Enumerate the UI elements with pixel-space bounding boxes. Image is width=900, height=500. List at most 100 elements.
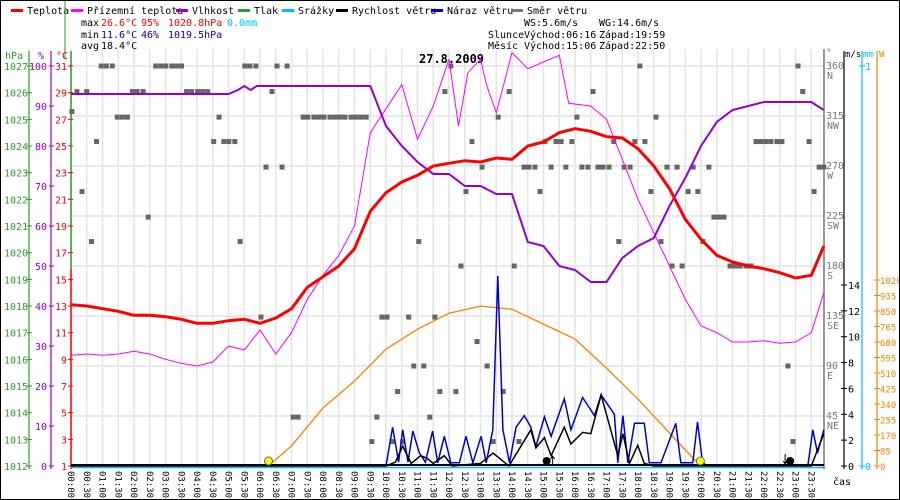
- pressure-tick-label: 1015: [4, 382, 28, 393]
- time-tick-label: 02:30: [144, 471, 154, 498]
- wind-direction-point: [516, 439, 522, 445]
- wind-direction-point: [553, 139, 559, 145]
- humidity-tick-label: 10: [35, 422, 47, 433]
- time-tick-label: 07:00: [286, 471, 296, 498]
- wind-direction-point: [274, 63, 280, 69]
- wind-direction-point: [537, 189, 543, 195]
- wind-direction-point: [727, 263, 733, 269]
- time-tick-label: 06:30: [270, 471, 280, 498]
- time-tick-label: 11:00: [412, 471, 422, 498]
- time-tick-label: 17:00: [601, 471, 611, 498]
- wind-direction-point: [332, 114, 338, 120]
- solar-radiation-line: [268, 305, 701, 467]
- pressure-tick-label: 1016: [4, 355, 28, 366]
- wind-direction-point: [526, 164, 532, 170]
- time-tick-label: 09:00: [349, 471, 359, 498]
- pressure-tick-label: 1018: [4, 302, 28, 313]
- wind-direction-point: [321, 114, 327, 120]
- wind-direction-point: [800, 89, 806, 95]
- direction-tick-label: 135: [826, 311, 844, 322]
- sun-marker-icon: [264, 456, 274, 466]
- wind-direction-point: [669, 263, 675, 269]
- time-tick-label: 05:00: [223, 471, 233, 498]
- time-tick-label: 09:30: [364, 471, 374, 498]
- humidity-tick-label: 30: [35, 342, 47, 353]
- direction-compass-label: E: [827, 371, 833, 382]
- wind-direction-point: [721, 214, 727, 220]
- time-tick-label: 01:30: [112, 471, 122, 498]
- temperature-tick-label: 21: [55, 195, 67, 206]
- pressure-tick-label: 1024: [4, 142, 28, 153]
- wind-direction-point: [316, 114, 322, 120]
- wind-direction-point: [706, 164, 712, 170]
- temperature-tick-label: 7: [61, 382, 67, 393]
- x-axis-title: čas: [833, 476, 851, 488]
- wind-direction-point: [400, 439, 406, 445]
- humidity-tick-label: 40: [35, 302, 47, 313]
- solar-tick-label: 170: [880, 432, 896, 442]
- wind-direction-point: [389, 439, 395, 445]
- wind-direction-point: [758, 139, 764, 145]
- wind-direction-point: [253, 63, 259, 69]
- time-tick-label: 04:30: [207, 471, 217, 498]
- stat-sun-label: Slunce: [488, 30, 524, 41]
- wind-direction-point: [284, 63, 290, 69]
- stat-avg-label: avg: [81, 41, 99, 52]
- wind-direction-point: [532, 164, 538, 170]
- wind-direction-point: [184, 89, 190, 95]
- direction-compass-label: S: [827, 271, 833, 282]
- wind-direction-point: [690, 164, 696, 170]
- stat-sunrise: Východ:06:16: [524, 29, 596, 41]
- wind-direction-point: [200, 89, 206, 95]
- wind-direction-point: [124, 114, 130, 120]
- temperature-tick-label: 29: [55, 89, 67, 100]
- wind-direction-point: [427, 414, 433, 420]
- pressure-tick-label: 1022: [4, 195, 28, 206]
- pressure-tick-label: 1013: [4, 435, 28, 446]
- wind-direction-point: [269, 89, 275, 95]
- time-tick-label: 17:30: [616, 471, 626, 498]
- legend-label: Vlhkost: [192, 6, 234, 17]
- time-tick-label: 01:00: [97, 471, 107, 498]
- stat-ws: WS:5.6m/s: [524, 18, 578, 29]
- wind-direction-point: [221, 139, 227, 145]
- wind-direction-point: [242, 63, 248, 69]
- humidity-tick-label: 60: [35, 222, 47, 233]
- temperature-tick-label: 9: [61, 355, 67, 366]
- moonrise-arrow-icon: [550, 455, 556, 466]
- wind-direction-point: [174, 63, 180, 69]
- temperature-tick-label: 15: [55, 275, 67, 286]
- wind-direction-point: [664, 164, 670, 170]
- direction-tick-label: 180: [826, 261, 844, 272]
- legend-label: Rychlost větru: [352, 5, 436, 17]
- solar-tick-label: 1020: [880, 277, 899, 287]
- temperature-tick-label: 1: [61, 462, 67, 473]
- wind-direction-point: [158, 63, 164, 69]
- direction-axis-title: °: [826, 48, 832, 59]
- solar-tick-label: 765: [880, 324, 896, 334]
- temperature-tick-label: 31: [55, 62, 67, 73]
- wind-direction-point: [716, 214, 722, 220]
- wind-direction-point: [140, 89, 146, 95]
- wind-direction-point: [119, 114, 125, 120]
- legend-swatch: [511, 9, 523, 12]
- pressure-tick-label: 1023: [4, 169, 28, 180]
- wind-direction-point: [711, 214, 717, 220]
- wind-direction-point: [145, 214, 151, 220]
- humidity-tick-label: 80: [35, 142, 47, 153]
- temperature-axis-title: °C: [56, 51, 68, 62]
- solar-tick-label: 680: [880, 339, 896, 349]
- sun-marker-icon: [695, 456, 705, 466]
- wind-direction-point: [753, 139, 759, 145]
- wind-direction-point: [732, 263, 738, 269]
- wind-direction-point: [658, 239, 664, 245]
- time-tick-label: 18:30: [648, 471, 658, 498]
- wind-direction-point: [816, 164, 822, 170]
- wind-direction-point: [737, 263, 743, 269]
- legend-label: Náraz větru: [447, 5, 513, 17]
- legend-label: Srážky: [298, 5, 334, 17]
- stat-moonset: Západ:22:50: [599, 40, 665, 52]
- legend-label: Směr větru: [527, 5, 587, 17]
- solar-tick-label: 85: [880, 448, 891, 458]
